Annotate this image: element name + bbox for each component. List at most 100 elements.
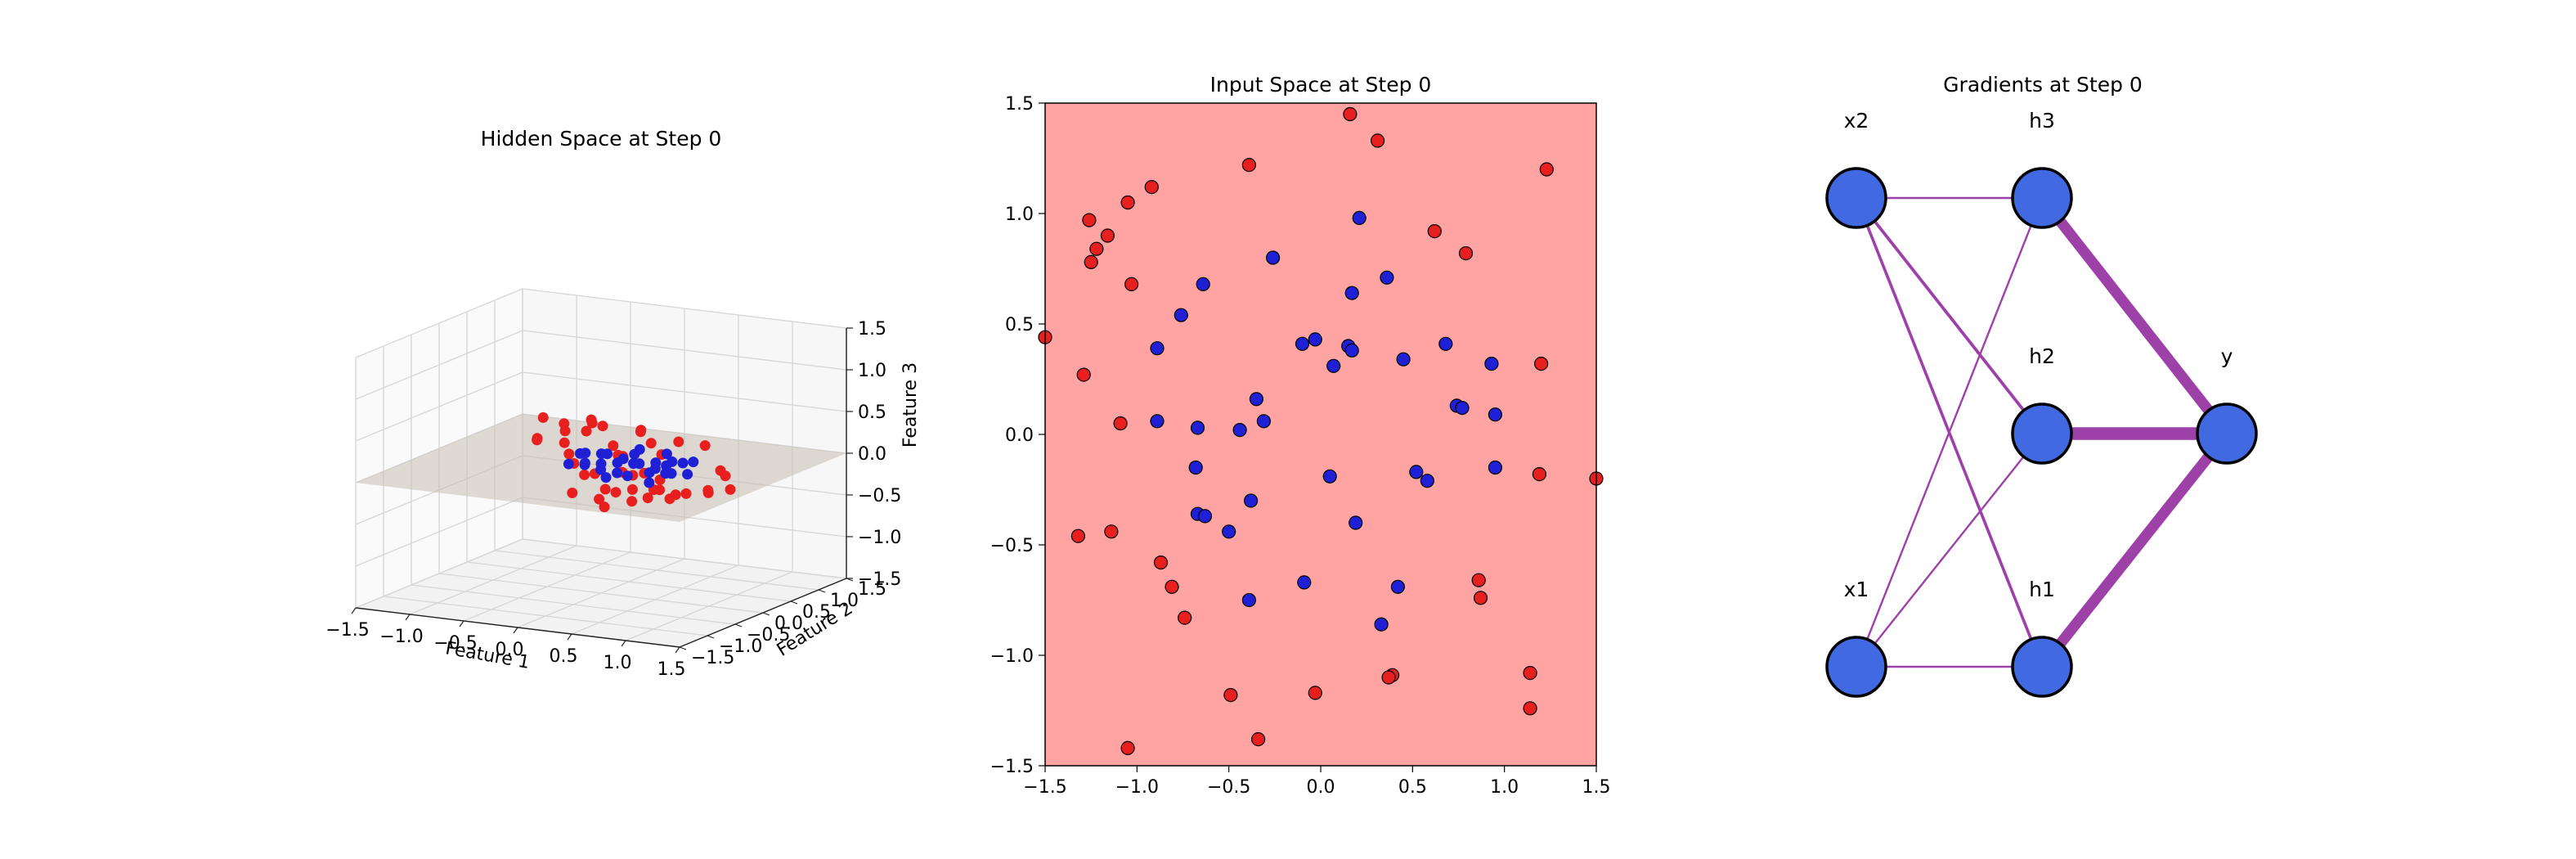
node-label-h1: h1 bbox=[2029, 578, 2055, 601]
x-tick-label: −1.5 bbox=[1023, 777, 1066, 798]
node-y bbox=[2196, 403, 2258, 465]
y-tick bbox=[762, 612, 770, 616]
hidden-point bbox=[645, 438, 657, 449]
x-tick-label: 0.5 bbox=[1398, 777, 1427, 798]
z-tick-label: 0.5 bbox=[858, 403, 886, 423]
hidden-point bbox=[682, 469, 693, 480]
input-point bbox=[1390, 579, 1406, 594]
hidden-point bbox=[563, 448, 575, 460]
hidden-point bbox=[720, 470, 731, 482]
input-point bbox=[1196, 277, 1210, 291]
input-point bbox=[1352, 210, 1367, 225]
input-point bbox=[1223, 687, 1238, 703]
input-point bbox=[1343, 106, 1358, 122]
y-tick-label: −0.5 bbox=[747, 625, 790, 645]
input-point bbox=[1396, 352, 1411, 367]
input-point bbox=[1308, 332, 1322, 347]
input-point bbox=[1533, 357, 1549, 371]
x-tick-label: −1.0 bbox=[1115, 777, 1159, 798]
input-point bbox=[1344, 286, 1359, 300]
input-point bbox=[1070, 528, 1086, 543]
input-point bbox=[1250, 731, 1266, 747]
input-point bbox=[1241, 592, 1257, 608]
y-tick bbox=[707, 635, 715, 639]
hidden-point bbox=[579, 459, 590, 470]
node-label-x1: x1 bbox=[1844, 578, 1869, 601]
y-tick-label: 1.0 bbox=[830, 591, 859, 611]
z-tick-label: 0.0 bbox=[858, 444, 886, 465]
hidden-point bbox=[626, 483, 638, 495]
y-tick-label: −1.5 bbox=[990, 757, 1034, 777]
edge-h3-y bbox=[2037, 194, 2232, 438]
y-tick-label: −1.0 bbox=[719, 636, 762, 657]
x-tick bbox=[351, 607, 357, 614]
input-point bbox=[1370, 133, 1385, 148]
y-tick-label: 0.0 bbox=[774, 614, 803, 634]
hidden-point bbox=[677, 457, 689, 469]
grid-line bbox=[522, 330, 847, 371]
edge-x2-h1 bbox=[1855, 197, 2044, 668]
x-tick-label: −1.0 bbox=[379, 627, 423, 647]
input-point bbox=[1150, 414, 1165, 429]
input-point bbox=[1471, 573, 1486, 587]
input-point bbox=[1349, 515, 1363, 530]
x-tick bbox=[567, 633, 572, 641]
axes-ticks: −1.5 −1.0 −0.5 0.0 0.5 1.0 1.5 1.5 1.0 0.5 0.0 −0.5… bbox=[990, 94, 1611, 798]
hidden-point bbox=[600, 472, 612, 483]
hidden-point bbox=[626, 496, 638, 507]
y-tick-label: 0.5 bbox=[802, 602, 831, 623]
input-point bbox=[1190, 421, 1205, 435]
node-label-h2: h2 bbox=[2029, 344, 2055, 368]
input-point bbox=[1344, 343, 1359, 358]
input-point bbox=[1076, 367, 1091, 382]
input-points bbox=[1038, 106, 1604, 756]
y-tick-label: 0.0 bbox=[1005, 425, 1034, 446]
y-tick bbox=[679, 646, 687, 650]
input-point bbox=[1174, 308, 1188, 322]
input-point bbox=[1523, 665, 1537, 681]
hidden-space-panel: Hidden Space at Step 0 −1.5 −1.0 −0.5 0.0 0.… bbox=[325, 127, 921, 680]
input-point bbox=[1380, 270, 1394, 285]
node-x2 bbox=[1825, 167, 1887, 229]
input-point bbox=[1322, 469, 1337, 483]
x-tick bbox=[405, 614, 411, 621]
y-tick-label: 0.5 bbox=[1005, 315, 1034, 335]
hidden-point bbox=[660, 468, 671, 479]
hidden-point bbox=[612, 467, 623, 479]
input-space-title: Input Space at Step 0 bbox=[1210, 73, 1432, 97]
hidden-point bbox=[610, 487, 622, 498]
hidden-point bbox=[680, 488, 692, 499]
input-point bbox=[1326, 358, 1341, 373]
hidden-point bbox=[537, 412, 549, 423]
node-label-h3: h3 bbox=[2029, 109, 2055, 133]
hidden-point bbox=[673, 436, 684, 447]
node-h1 bbox=[2011, 636, 2073, 698]
node-x1 bbox=[1825, 636, 1887, 698]
edge-x1-h2 bbox=[1856, 433, 2043, 668]
input-region-background bbox=[1045, 103, 1596, 766]
input-point bbox=[1120, 195, 1135, 210]
y-tick-label: 1.5 bbox=[858, 579, 886, 600]
grid-line bbox=[522, 538, 847, 579]
x-tick-label: 0.0 bbox=[1307, 777, 1335, 798]
x-tick-label: 1.0 bbox=[604, 653, 632, 673]
axes-ticks: −1.5 −1.0 −0.5 0.0 0.5 1.0 1.5−1.5−1.0−0.50.00… bbox=[325, 319, 901, 680]
input-point bbox=[1458, 246, 1474, 261]
input-point bbox=[1374, 617, 1389, 632]
hidden-point bbox=[635, 425, 647, 436]
input-point bbox=[1539, 162, 1554, 177]
input-point bbox=[1420, 474, 1434, 488]
hidden-point bbox=[666, 456, 678, 467]
grid-line bbox=[522, 288, 847, 329]
input-point bbox=[1241, 158, 1257, 173]
input-point bbox=[1144, 180, 1159, 195]
input-point bbox=[1232, 422, 1247, 438]
hidden-point bbox=[644, 477, 655, 488]
y-tick-label: −0.5 bbox=[990, 536, 1034, 556]
input-point bbox=[1089, 241, 1104, 256]
input-point bbox=[1265, 250, 1281, 265]
y-tick bbox=[818, 589, 826, 593]
node-label-x2: x2 bbox=[1844, 109, 1869, 133]
hidden-points bbox=[532, 412, 736, 513]
node-label-y: y bbox=[2221, 344, 2233, 368]
